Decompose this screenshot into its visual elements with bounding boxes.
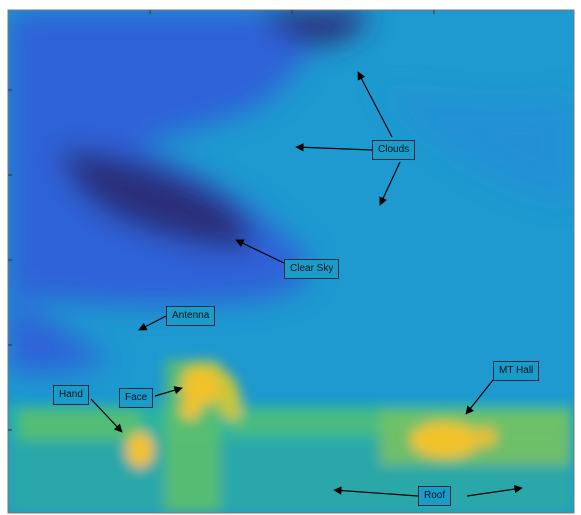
annotation-roof: Roof: [418, 486, 452, 506]
arrow-clouds-up: [357, 71, 393, 138]
arrow-clouds-left: [295, 143, 373, 152]
arrow-hand: [90, 398, 123, 433]
annotation-clear-sky: Clear Sky: [284, 259, 340, 279]
arrow-antenna: [138, 315, 167, 331]
annotation-face: Face: [119, 388, 154, 408]
arrow-roof-left: [333, 486, 419, 497]
arrow-mt-hall: [465, 379, 494, 415]
annotation-antenna: Antenna: [166, 306, 216, 326]
annotation-mt-hall: MT Hall: [493, 361, 540, 381]
arrow-clouds-down: [379, 161, 401, 206]
arrow-clear-sky: [235, 239, 285, 264]
plot-frame: [7, 9, 575, 514]
arrow-face: [154, 386, 183, 397]
annotation-clouds: Clouds: [372, 140, 416, 160]
heatmap-image: [8, 10, 574, 513]
arrow-roof-right: [466, 484, 523, 497]
annotation-hand: Hand: [53, 385, 89, 405]
annotation-arrows: [90, 71, 523, 497]
axis-ticks: [8, 10, 435, 431]
